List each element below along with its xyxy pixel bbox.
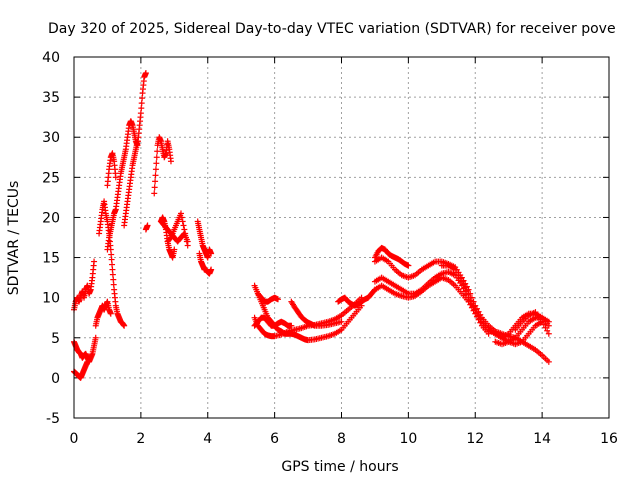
data-point-marker: [137, 110, 144, 117]
x-axis-label: GPS time / hours: [281, 459, 398, 475]
y-tick-label: 15: [42, 251, 60, 267]
data-point-marker: [539, 318, 546, 325]
data-point-marker: [151, 184, 158, 191]
data-point-marker: [107, 310, 114, 317]
data-point-marker: [465, 290, 472, 297]
data-point-marker: [180, 222, 187, 229]
data-point-marker: [455, 272, 462, 279]
data-point-marker: [452, 266, 459, 273]
data-point-marker: [167, 235, 174, 242]
data-point-marker: [108, 251, 115, 258]
data-point-marker: [153, 160, 160, 167]
data-point-marker: [457, 275, 464, 282]
data-point-marker: [460, 281, 467, 288]
data-point-marker: [540, 321, 547, 328]
data-point-marker: [208, 250, 215, 257]
data-point-marker: [154, 148, 161, 155]
data-point-marker: [338, 318, 345, 325]
data-point-marker: [473, 309, 480, 316]
data-point-marker: [179, 218, 186, 225]
x-tick-label: 12: [466, 431, 484, 447]
y-axis-label: SDTVAR / TECUs: [6, 181, 22, 296]
data-point-marker: [545, 318, 552, 325]
data-point-marker: [142, 70, 149, 77]
y-tick-label: -5: [46, 411, 60, 427]
y-tick-label: 30: [42, 130, 60, 146]
data-point-marker: [112, 174, 119, 181]
data-point-marker: [139, 95, 146, 102]
data-point-marker: [462, 284, 469, 291]
y-tick-label: 35: [42, 90, 60, 106]
data-point-marker: [178, 214, 185, 221]
data-point-marker: [178, 210, 184, 217]
data-point-marker: [138, 100, 145, 107]
data-point-marker: [472, 306, 479, 313]
data-point-marker: [134, 138, 141, 145]
data-point-marker: [144, 222, 151, 229]
x-tick-label: 6: [270, 431, 279, 447]
data-point-marker: [463, 287, 470, 294]
data-point-marker: [110, 276, 117, 283]
data-point-marker: [405, 262, 412, 269]
data-point-marker: [208, 266, 215, 273]
data-point-marker: [153, 154, 160, 161]
data-point-marker: [121, 322, 128, 329]
data-point-marker: [477, 315, 484, 322]
data-point-marker: [167, 158, 174, 165]
grid: [74, 57, 609, 418]
data-point-marker: [138, 105, 145, 112]
data-points: [71, 70, 552, 381]
data-point-marker: [182, 230, 189, 237]
y-tick-label: 25: [42, 170, 60, 186]
x-tick-label: 8: [337, 431, 346, 447]
data-point-marker: [183, 234, 190, 241]
data-point-marker: [151, 190, 158, 197]
x-tick-label: 10: [399, 431, 417, 447]
data-point-marker: [91, 258, 98, 265]
data-point-marker: [109, 261, 116, 268]
x-tick-label: 14: [533, 431, 551, 447]
y-tick-label: 5: [51, 331, 60, 347]
data-point-marker: [152, 172, 159, 179]
y-tick-label: 20: [42, 210, 60, 226]
data-point-marker: [152, 178, 159, 185]
data-point-marker: [152, 166, 159, 173]
data-point-marker: [181, 226, 188, 233]
data-point-marker: [288, 322, 295, 329]
data-point-marker: [453, 269, 460, 276]
data-point-marker: [544, 327, 551, 334]
x-tick-label: 2: [136, 431, 145, 447]
chart-title: Day 320 of 2025, Sidereal Day-to-day VTE…: [48, 21, 616, 37]
data-point-marker: [467, 294, 474, 301]
data-point-marker: [92, 334, 99, 341]
data-point-marker: [109, 266, 116, 273]
data-point-marker: [108, 256, 115, 263]
data-point-marker: [110, 281, 117, 288]
x-tick-label: 4: [203, 431, 212, 447]
data-point-marker: [171, 246, 178, 253]
data-point-marker: [542, 324, 549, 331]
x-tick-label: 0: [70, 431, 79, 447]
data-point-marker: [458, 278, 465, 285]
plot-frame: [73, 56, 610, 419]
data-point-marker: [470, 302, 477, 309]
data-point-marker: [545, 358, 552, 365]
y-tick-label: 10: [42, 291, 60, 307]
data-point-marker: [109, 271, 116, 278]
data-point-marker: [274, 296, 281, 303]
data-point-marker: [183, 238, 190, 245]
data-point-marker: [467, 301, 474, 308]
axis-ticks: 0 2 4 6 8 10 12 14 16 -5 0 5 10 15 20 25 30 35 40: [42, 50, 618, 447]
data-point-marker: [84, 358, 91, 365]
data-point-marker: [468, 298, 475, 305]
x-tick-label: 16: [600, 431, 618, 447]
data-point-marker: [545, 330, 552, 337]
data-point-marker: [475, 312, 482, 319]
y-tick-label: 0: [51, 371, 60, 387]
y-tick-label: 40: [42, 50, 60, 66]
data-point-marker: [184, 242, 191, 249]
